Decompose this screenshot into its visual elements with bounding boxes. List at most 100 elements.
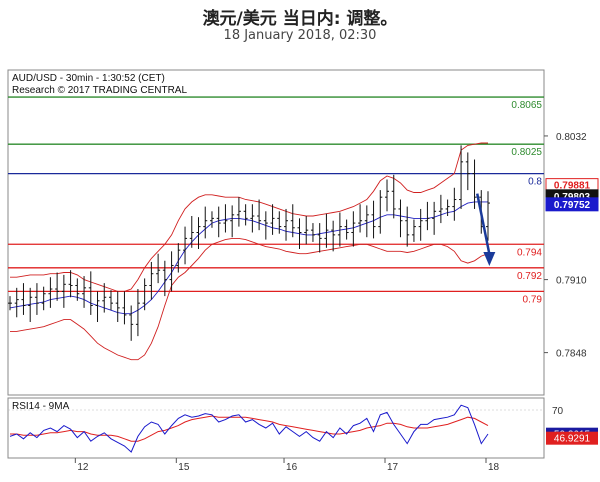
price-bar-53 [364, 205, 369, 238]
price-bar-58 [398, 199, 403, 238]
price-bar-61 [418, 208, 423, 241]
price-bar-1 [14, 287, 19, 318]
price-bar-63 [432, 201, 437, 235]
price-bar-9 [68, 270, 73, 298]
price-bar-49 [337, 212, 342, 247]
price-bar-68 [465, 152, 470, 191]
price-bar-0 [8, 296, 12, 311]
x-tick-label-3: 17 [387, 462, 399, 473]
rsi-label: RSI14 - 9MA [12, 401, 70, 412]
price-bar-40 [277, 211, 282, 234]
rsi-badge-1 [546, 431, 598, 445]
price-bar-16 [115, 291, 120, 322]
price-bar-69 [472, 159, 477, 209]
price-bar-36 [250, 204, 255, 233]
price-bar-52 [358, 204, 363, 233]
price-bar-60 [411, 219, 416, 242]
price-bar-42 [290, 204, 295, 238]
price-bar-13 [95, 291, 100, 322]
price-bar-66 [452, 187, 457, 221]
page-subtitle: 18 January 2018, 02:30 [223, 28, 377, 43]
price-bar-17 [122, 291, 127, 325]
price-bar-8 [61, 274, 66, 308]
price-bar-2 [21, 283, 26, 315]
price-bar-62 [425, 201, 430, 231]
price-bar-38 [263, 211, 268, 240]
level-label-0: 0.8065 [511, 100, 542, 111]
price-bar-15 [108, 290, 113, 311]
price-bar-67 [459, 145, 464, 209]
price-bar-45 [310, 223, 315, 242]
price-bar-71 [486, 191, 490, 241]
price-bar-14 [102, 283, 107, 313]
level-label-2: 0.8 [528, 177, 542, 188]
price-bar-12 [88, 271, 93, 315]
rsi-line [9, 404, 489, 453]
rsi-tick-label-0: 70 [552, 406, 564, 417]
forecast-arrow-head [483, 251, 496, 266]
price-bar-64 [438, 194, 443, 224]
price-bar-29 [203, 206, 208, 239]
page-title: 澳元/美元 当日内: 调整。 [202, 9, 398, 29]
price-bar-50 [344, 219, 349, 240]
x-tick-label-1: 15 [178, 462, 190, 473]
price-tag-2 [545, 197, 599, 212]
rsi-badge-text-1: 46.9291 [554, 434, 591, 445]
price-bar-48 [331, 220, 336, 252]
rsi-ma-line [10, 415, 489, 442]
price-tag-text-2: 0.79752 [554, 200, 591, 211]
price-tag-text-0: 0.79881 [554, 181, 591, 192]
price-bar-6 [48, 277, 53, 308]
bollinger-upper-line [10, 142, 488, 292]
x-tick-label-0: 12 [77, 462, 89, 473]
price-bar-31 [216, 206, 221, 238]
price-bar-19 [135, 289, 140, 337]
price-bar-32 [223, 204, 228, 233]
main-plot-frame [7, 69, 545, 396]
price-bar-21 [149, 261, 154, 300]
chart-info-line-2: Research © 2017 TRADING CENTRAL [12, 85, 187, 96]
price-bar-4 [34, 283, 39, 315]
price-bar-35 [243, 204, 248, 226]
price-tag-text-1: 0.79803 [554, 192, 591, 203]
x-tick-label-4: 18 [488, 462, 500, 473]
price-bar-20 [142, 278, 147, 311]
level-label-5: 0.79 [523, 294, 543, 305]
forecast-arrow-shaft [476, 193, 491, 255]
level-label-3: 0.794 [517, 247, 542, 258]
price-bar-37 [257, 199, 262, 231]
price-bar-28 [196, 217, 201, 249]
price-bar-65 [445, 199, 450, 217]
price-bar-24 [169, 251, 174, 292]
price-bar-7 [55, 272, 60, 301]
price-bar-10 [75, 278, 80, 301]
y-tick-label-2: 0.7848 [556, 349, 587, 360]
price-bar-47 [324, 213, 329, 248]
price-bar-25 [176, 243, 181, 273]
price-bar-3 [28, 287, 33, 322]
y-tick-label-0: 0.8032 [556, 132, 587, 143]
bollinger-lower-line [10, 237, 489, 361]
price-bar-30 [209, 211, 214, 228]
price-bar-55 [378, 190, 383, 234]
price-bar-46 [317, 223, 322, 253]
price-bar-51 [351, 211, 356, 247]
price-bar-54 [371, 200, 376, 239]
price-bar-11 [82, 276, 87, 308]
price-bar-56 [385, 179, 390, 212]
level-label-1: 0.8025 [511, 147, 542, 158]
price-bar-26 [183, 226, 188, 265]
moving-average-line [9, 201, 488, 315]
price-bar-22 [156, 253, 161, 284]
price-bar-33 [230, 205, 235, 238]
price-bar-41 [284, 208, 289, 241]
price-bar-59 [405, 206, 410, 247]
price-bar-39 [270, 204, 275, 235]
price-bar-5 [41, 286, 46, 311]
price-bar-44 [304, 216, 309, 245]
y-tick-label-1: 0.7910 [556, 276, 587, 287]
chart-info-line-1: AUD/USD - 30min - 1:30:52 (CET) [12, 73, 165, 84]
level-label-4: 0.792 [517, 271, 542, 282]
price-bar-27 [189, 216, 194, 248]
